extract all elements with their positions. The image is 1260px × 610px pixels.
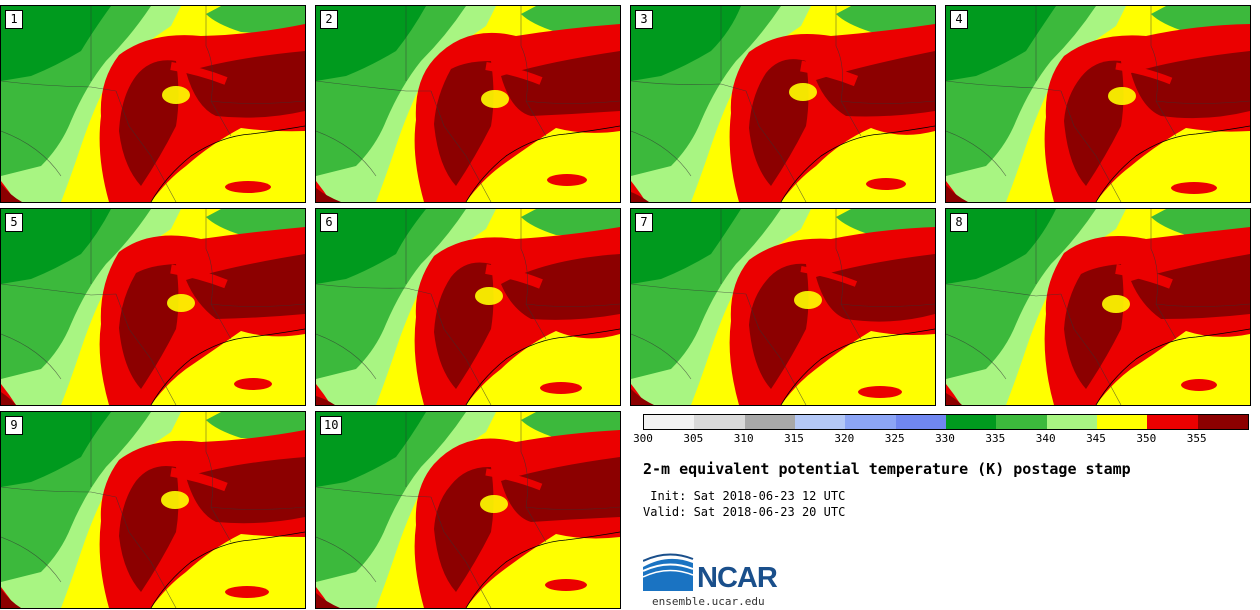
colorbar-tick-label: 340 xyxy=(1035,432,1056,445)
init-time: Init: Sat 2018-06-23 12 UTC xyxy=(643,489,846,503)
ncar-logo-icon xyxy=(643,553,694,591)
colorbar-tick-label: 350 xyxy=(1136,432,1157,445)
valid-time: Valid: Sat 2018-06-23 20 UTC xyxy=(643,505,846,519)
map-panel: 10 xyxy=(315,411,621,609)
colorbar-tick-label: 355 xyxy=(1186,432,1207,445)
colorbar-tick-label: 320 xyxy=(834,432,855,445)
colorbar xyxy=(643,414,1249,430)
colorbar-ticks: 300 305 310 315 320 325 330 335 340 345 350 355 xyxy=(633,432,1249,446)
colorbar-tick-label: 315 xyxy=(784,432,804,445)
panel-label: 2 xyxy=(320,10,338,29)
panel-label: 8 xyxy=(950,213,968,232)
map-panel: 3 xyxy=(630,5,936,203)
colorbar-tick-label: 335 xyxy=(985,432,1006,445)
panel-label: 1 xyxy=(5,10,23,29)
panel-label: 10 xyxy=(320,416,343,435)
colorbar-swatch xyxy=(1096,415,1148,429)
colorbar-swatch xyxy=(644,415,695,429)
map-panel: 5 xyxy=(0,208,306,406)
colorbar-swatch xyxy=(1147,415,1198,429)
colorbar-tick-label: 325 xyxy=(884,432,905,445)
panel-label: 7 xyxy=(635,213,653,232)
map-panel: 2 xyxy=(315,5,621,203)
map-panel: 7 xyxy=(630,208,936,406)
map-panel: 4 xyxy=(945,5,1251,203)
colorbar-swatch xyxy=(845,415,896,429)
colorbar-swatch xyxy=(744,415,795,429)
panel-label: 5 xyxy=(5,213,23,232)
colorbar-swatch xyxy=(996,415,1047,429)
colorbar-swatch xyxy=(895,415,946,429)
site-url: ensemble.ucar.edu xyxy=(652,595,765,608)
colorbar-tick-label: 330 xyxy=(935,432,955,445)
map-panel: 9 xyxy=(0,411,306,609)
colorbar-tick-label: 310 xyxy=(733,432,754,445)
map-panel: 1 xyxy=(0,5,306,203)
panel-label: 6 xyxy=(320,213,338,232)
map-panel: 8 xyxy=(945,208,1251,406)
colorbar-tick-label: 345 xyxy=(1086,432,1106,445)
colorbar-swatch xyxy=(794,415,846,429)
colorbar-tick-label: 305 xyxy=(683,432,704,445)
ncar-logo-text: NCAR xyxy=(697,562,778,594)
panel-label: 3 xyxy=(635,10,653,29)
panel-label: 4 xyxy=(950,10,968,29)
map-panel: 6 xyxy=(315,208,621,406)
panel-label: 9 xyxy=(5,416,23,435)
colorbar-swatch xyxy=(1046,415,1097,429)
colorbar-tick-label: 300 xyxy=(633,432,653,445)
colorbar-swatch xyxy=(694,415,745,429)
figure-title: 2-m equivalent potential temperature (K)… xyxy=(643,460,1131,478)
colorbar-swatch xyxy=(945,415,997,429)
colorbar-swatch xyxy=(1197,415,1248,429)
